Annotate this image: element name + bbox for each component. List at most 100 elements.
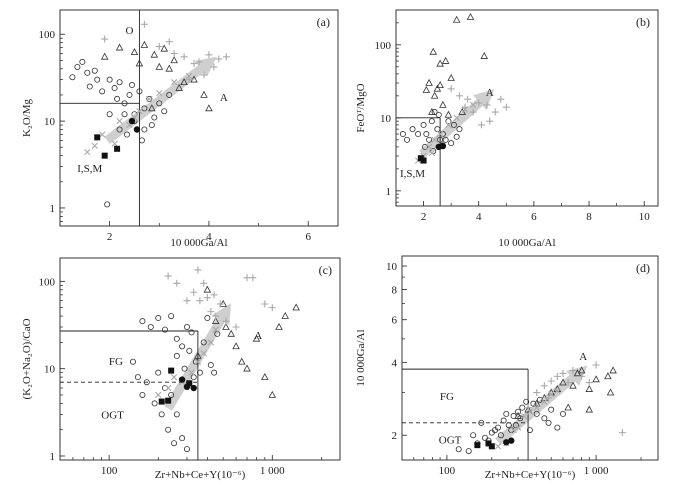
data-point-filled-circle [183, 383, 191, 391]
region-label: I,S,M [400, 168, 425, 180]
trend-arrow [495, 365, 588, 446]
data-point-open-circle [186, 347, 193, 354]
y-tick-label: 10 [44, 116, 56, 128]
panel-label: (a) [317, 15, 330, 29]
data-point-open-circle [519, 404, 526, 411]
data-point-gray-plus [185, 76, 193, 84]
data-point-gray-plus [502, 103, 510, 111]
x-axis-label: Zr+Nb+Ce+Y(10⁻⁶) [155, 469, 246, 481]
y-axis-label: FeOᵀ/MgO [355, 83, 367, 132]
data-point-open-circle [99, 88, 106, 95]
data-point-open-circle [179, 435, 186, 442]
data-point-gray-cross [436, 130, 444, 138]
plot-frame [59, 257, 341, 461]
region-label: FG [109, 356, 123, 368]
data-point-open-circle [129, 358, 136, 365]
data-point-open-circle [79, 58, 86, 65]
plot-frame [395, 9, 659, 207]
data-point-open-triangle [130, 48, 139, 56]
data-point-gray-cross [116, 117, 123, 125]
data-point-open-circle [134, 374, 141, 381]
data-point-gray-cross [521, 412, 528, 420]
data-point-open-circle [165, 426, 172, 433]
region-label: A [486, 87, 494, 99]
data-point-open-circle [409, 126, 416, 133]
data-point-gray-plus [222, 317, 230, 325]
data-point-open-triangle [165, 64, 173, 72]
data-point-gray-plus [194, 266, 202, 274]
data-point-open-circle [428, 118, 435, 125]
data-point-open-triangle [252, 334, 261, 342]
data-point-gray-cross [526, 408, 534, 415]
data-point-open-circle [548, 406, 555, 413]
x-tick-label: 100 [439, 465, 456, 477]
panel-label: (b) [636, 15, 650, 29]
data-point-gray-cross [170, 373, 178, 381]
data-point-open-triangle [430, 91, 439, 99]
data-point-open-circle [399, 131, 406, 138]
data-point-gray-plus [249, 274, 257, 282]
x-axis-label: Zr+Nb+Ce+Y(10⁻⁶) [485, 469, 576, 481]
data-point-filled-square [158, 398, 165, 405]
data-point-open-triangle [100, 52, 109, 60]
x-tick-label: 4 [476, 211, 482, 223]
data-point-open-circle [183, 323, 190, 330]
data-point-open-circle [138, 137, 145, 144]
data-point-gray-cross [541, 398, 548, 405]
data-point-open-circle [497, 432, 504, 439]
data-point-gray-cross [514, 424, 522, 431]
data-point-open-circle [455, 446, 462, 453]
y-axis-label: 10 000Ga/Al [355, 329, 367, 386]
data-point-open-circle [139, 391, 146, 398]
data-point-gray-cross [194, 358, 202, 365]
data-point-gray-cross [185, 72, 193, 80]
data-point-open-circle [448, 140, 455, 147]
data-point-open-circle [168, 391, 175, 398]
data-point-gray-cross [453, 114, 460, 122]
data-point-gray-plus [268, 304, 276, 312]
data-point-open-circle [84, 69, 91, 76]
data-point-open-circle [470, 432, 477, 439]
x-axis-label: 10 000Ga/Al [170, 237, 227, 249]
data-point-filled-square [420, 157, 427, 164]
data-point-open-circle [74, 63, 81, 70]
data-point-open-triangle [436, 59, 444, 67]
data-point-open-triangle [606, 388, 615, 396]
data-point-gray-plus [486, 117, 494, 125]
data-point-open-triangle [592, 375, 600, 383]
data-point-gray-plus [200, 279, 208, 287]
data-point-open-circle [147, 323, 154, 330]
data-point-filled-square [186, 380, 193, 387]
data-point-gray-cross [510, 426, 517, 434]
panel-label: (c) [319, 263, 332, 277]
data-point-gray-cross [445, 121, 452, 129]
data-point-open-circle [505, 422, 512, 429]
region-label: A [579, 351, 587, 363]
data-point-open-triangle [160, 44, 169, 52]
data-point-gray-plus [183, 297, 191, 305]
data-point-gray-plus [200, 71, 208, 79]
x-tick-label: 1 000 [584, 465, 609, 477]
data-point-open-triangle [466, 12, 475, 20]
data-point-open-triangle [200, 90, 208, 98]
data-point-open-triangle [532, 399, 541, 407]
data-point-open-circle [151, 400, 158, 407]
data-point-gray-cross [547, 391, 555, 398]
data-point-gray-cross [470, 101, 477, 109]
data-point-gray-plus [464, 95, 472, 103]
data-point-open-circle [435, 111, 442, 118]
data-point-gray-plus [165, 38, 173, 46]
y-axis-label: (K₂O+Na₂O)/CaO [21, 318, 33, 399]
y-tick-label: 1 [386, 186, 392, 198]
region-label: FG [440, 391, 454, 403]
data-point-filled-circle [190, 384, 197, 392]
region-label: A [220, 92, 228, 104]
data-point-gray-plus [540, 382, 548, 390]
data-point-open-circle [421, 143, 428, 150]
data-point-open-triangle [452, 15, 461, 23]
data-point-open-triangle [441, 56, 450, 64]
data-point-gray-plus [203, 294, 211, 302]
data-point-open-circle [141, 126, 148, 133]
data-point-open-circle [121, 111, 128, 118]
data-point-gray-plus [212, 312, 220, 320]
